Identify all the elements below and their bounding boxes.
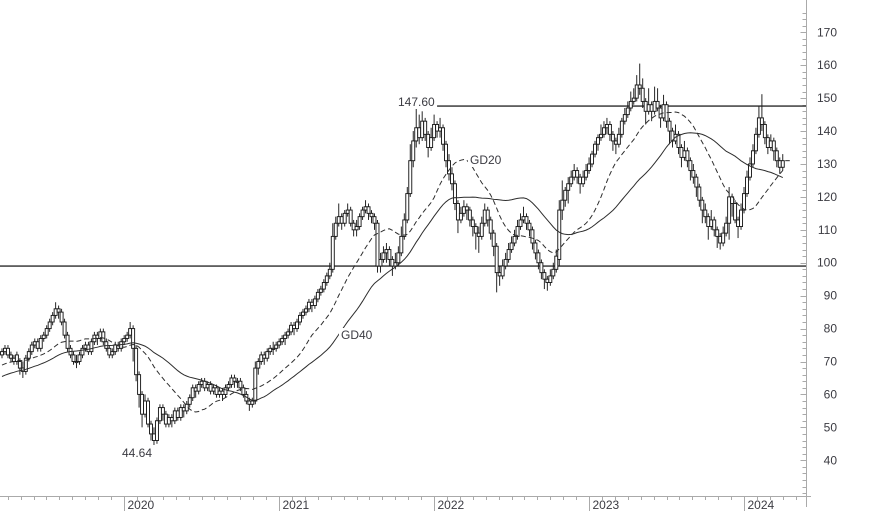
y-axis-tick-label: 80 bbox=[824, 322, 838, 336]
y-axis-tick-label: 160 bbox=[817, 58, 837, 72]
y-axis-tick-label: 150 bbox=[817, 91, 837, 105]
resistance-level-label: 147.60 bbox=[396, 95, 437, 109]
y-axis-tick-label: 100 bbox=[817, 256, 837, 270]
y-axis-tick-label: 110 bbox=[818, 223, 837, 237]
y-axis-tick-label: 120 bbox=[817, 190, 837, 204]
y-axis-tick-label: 60 bbox=[824, 387, 838, 401]
axes bbox=[0, 0, 811, 511]
y-axis-tick-label: 90 bbox=[824, 289, 838, 303]
y-axis-tick-label: 70 bbox=[824, 355, 838, 369]
candlestick-series bbox=[0, 63, 790, 445]
gd20-indicator-label: GD20 bbox=[468, 153, 504, 167]
y-axis-tick-label: 170 bbox=[817, 25, 837, 39]
x-axis-year-label: 2021 bbox=[283, 498, 310, 512]
x-axis-year-label: 2023 bbox=[593, 498, 620, 512]
y-axis-tick-label: 130 bbox=[817, 157, 837, 171]
price-level-lines bbox=[0, 105, 806, 267]
x-axis-year-label: 2022 bbox=[438, 498, 465, 512]
gd40-indicator-label: GD40 bbox=[339, 328, 375, 342]
x-axis-year-label: 2020 bbox=[128, 498, 155, 512]
gd20-moving-average-line bbox=[1, 111, 784, 413]
y-axis-tick-label: 50 bbox=[824, 420, 838, 434]
y-axis-tick-label: 40 bbox=[824, 453, 838, 467]
x-axis-year-label: 2024 bbox=[748, 498, 775, 512]
y-axis-tick-label: 140 bbox=[817, 124, 837, 138]
low-price-label: 44.64 bbox=[120, 446, 155, 460]
gd40-moving-average-line bbox=[1, 132, 784, 401]
